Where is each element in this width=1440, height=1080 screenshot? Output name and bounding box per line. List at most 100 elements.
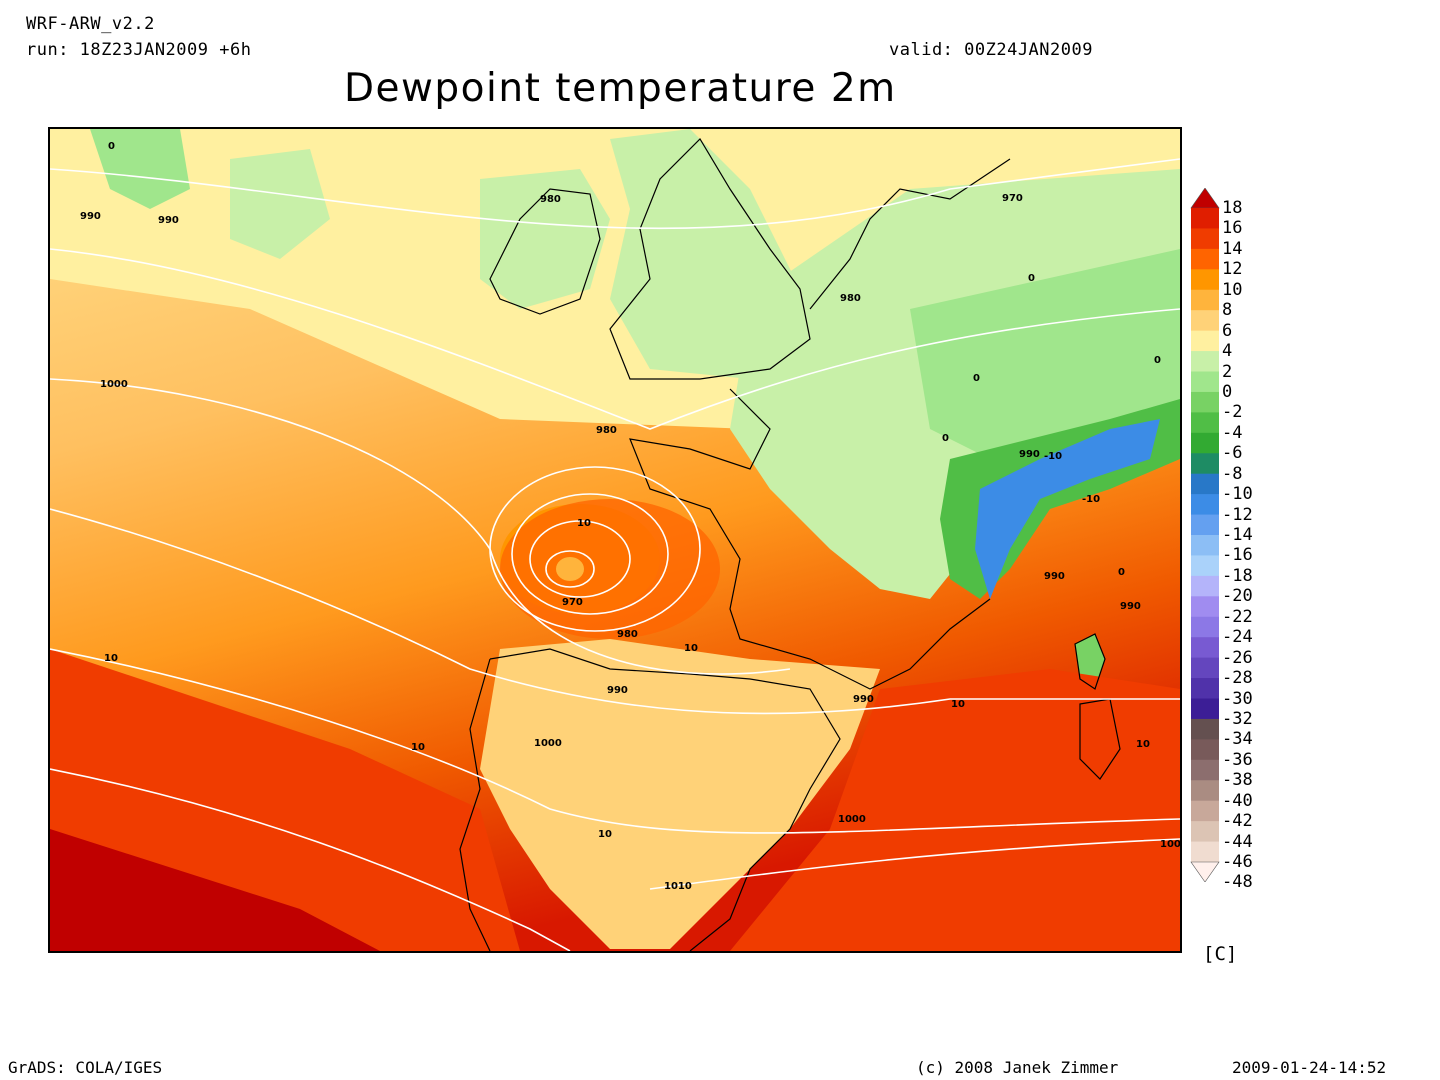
isobar-label: 1000	[534, 738, 562, 749]
colorbar-box	[1191, 330, 1219, 352]
colorbar-tick-label: -4	[1222, 422, 1243, 443]
colorbar-box	[1191, 657, 1219, 679]
temp-label: 10	[1136, 739, 1150, 750]
isobar-label: 990	[158, 215, 179, 226]
colorbar-tick-label: 16	[1222, 218, 1243, 239]
colorbar-box	[1191, 698, 1219, 720]
coast-britain	[609, 138, 811, 380]
colorbar-box	[1191, 453, 1219, 475]
colorbar-tick-label: -12	[1222, 504, 1253, 525]
isobar-labels: 980 990 970 1000 980 990 970 980 980 990…	[80, 193, 1180, 892]
field-cold-nw2	[230, 149, 330, 259]
temp-label: 10	[684, 643, 698, 654]
colorbar-box	[1191, 473, 1219, 495]
coast-iberia-north-east	[489, 648, 841, 951]
temp-label: 10	[104, 653, 118, 664]
colorbar-box	[1191, 535, 1219, 556]
temp-label: 0	[942, 433, 949, 444]
isobar-ring-1	[545, 550, 595, 588]
colorbar-tick-label: -8	[1222, 463, 1243, 484]
colorbar-box	[1191, 228, 1219, 250]
valid-time: valid: 00Z24JAN2009	[889, 40, 1093, 60]
colorbar-box	[1191, 575, 1219, 597]
colorbar-box	[1191, 800, 1219, 822]
temp-label: 0	[1154, 355, 1161, 366]
colorbar-tick-label: -44	[1222, 831, 1253, 852]
coast-sardinia	[1079, 698, 1121, 780]
isobar-label: 990	[1019, 449, 1040, 460]
colorbar-bottom-arrow	[1190, 861, 1220, 882]
colorbar-tick-label: 4	[1222, 341, 1233, 362]
field-low-eye	[556, 557, 584, 581]
colorbar-tick-label: -34	[1222, 729, 1253, 750]
temp-label: 0	[108, 141, 115, 152]
isobar-label: 990	[80, 211, 101, 222]
colorbar-tick-label: -20	[1222, 586, 1253, 607]
colorbar-tick-label: -38	[1222, 770, 1253, 791]
colorbar-box	[1191, 371, 1219, 393]
colorbar	[1190, 188, 1220, 882]
isobar-label: 990	[1120, 601, 1141, 612]
colorbar-tick-label: 6	[1222, 320, 1233, 341]
colorbar-tick-label: -42	[1222, 811, 1253, 832]
colorbar-tick-label: -40	[1222, 790, 1253, 811]
temp-label: 0	[973, 373, 980, 384]
colorbar-tick-label: -46	[1222, 852, 1253, 872]
isobar-mid-1	[50, 378, 791, 675]
colorbar-box	[1191, 391, 1219, 413]
copyright: (c) 2008 Janek Zimmer	[916, 1058, 1119, 1077]
colorbar-tick-label: -28	[1222, 668, 1253, 689]
timestamp: 2009-01-24-14:52	[1232, 1058, 1387, 1077]
colorbar-box	[1191, 208, 1219, 229]
temp-label: 10	[577, 518, 591, 529]
isobar-south-2	[50, 768, 571, 951]
colorbar-box	[1191, 678, 1219, 699]
isobar-north-2	[50, 248, 1180, 430]
temp-label: 10	[598, 829, 612, 840]
colorbar-tick-label: -24	[1222, 627, 1253, 648]
colorbar-box	[1191, 432, 1219, 454]
colorbar-tick-label: 12	[1222, 259, 1243, 280]
colorbar-tick-label: -26	[1222, 647, 1253, 668]
temp-label: 0	[1028, 273, 1035, 284]
isobar-south-1	[50, 648, 1180, 834]
colorbar-box	[1191, 555, 1219, 577]
colorbar-unit: [C]	[1203, 943, 1238, 965]
colorbar-tick-label: -32	[1222, 708, 1253, 729]
colorbar-tick-label: -30	[1222, 688, 1253, 709]
field-med	[730, 669, 1180, 951]
isobar-label: 990	[607, 685, 628, 696]
colorbar-box	[1191, 412, 1219, 434]
coast-corsica	[1074, 633, 1106, 690]
temp-label: -10	[1044, 451, 1062, 462]
colorbar-box	[1191, 841, 1219, 863]
isobar-south-3	[649, 838, 1180, 890]
colorbar-tick-label: -48	[1222, 872, 1253, 893]
colorbar-top-arrow	[1190, 188, 1220, 209]
coast-iberia-west	[459, 658, 491, 951]
field-atlantic-hot	[50, 829, 380, 951]
colorbar-tick-label: 14	[1222, 238, 1243, 259]
colorbar-tick-label: 8	[1222, 300, 1233, 321]
colorbar-box	[1191, 780, 1219, 802]
colorbar-tick-label: -22	[1222, 606, 1253, 627]
coastlines	[459, 138, 1121, 951]
colorbar-tick-label: 2	[1222, 361, 1233, 382]
field-alps-blue	[975, 419, 1160, 599]
coast-north-sea	[809, 158, 1011, 310]
colorbar-tick-label: -36	[1222, 749, 1253, 770]
field-europe-cold	[910, 249, 1180, 459]
isobar-label: 990	[853, 694, 874, 705]
temp-label: 10	[411, 742, 425, 753]
isobar-mid-2	[50, 508, 1180, 715]
colorbar-box	[1191, 494, 1219, 516]
run-time: run: 18Z23JAN2009 +6h	[26, 40, 252, 60]
isobar-ring-3	[511, 493, 669, 615]
map-title: Dewpoint temperature 2m	[344, 66, 897, 111]
colorbar-box	[1191, 821, 1219, 843]
temperature-labels: 0 0 0 0 0 10 10 10 10 10 10 10 -10 -10 0	[104, 141, 1161, 840]
isobar-label: 970	[1002, 193, 1023, 204]
colorbar-tick-label: -2	[1222, 402, 1243, 423]
colorbar-box	[1191, 616, 1219, 638]
colorbar-box	[1191, 718, 1219, 740]
